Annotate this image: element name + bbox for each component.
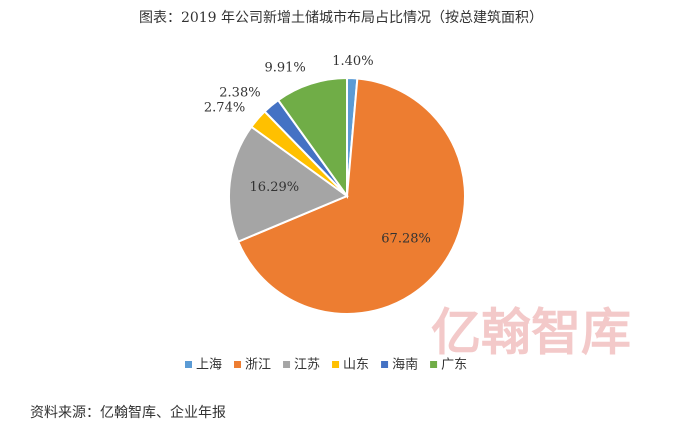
source-note: 资料来源：亿翰智库、企业年报: [30, 404, 226, 421]
data-label: 16.29%: [250, 180, 300, 195]
data-label: 67.28%: [381, 232, 431, 247]
chart-title: 图表：2019 年公司新增土储城市布局占比情况（按总建筑面积）: [139, 9, 543, 26]
legend-label: 山东: [343, 358, 369, 373]
data-label: 9.91%: [264, 60, 305, 75]
pie-slice: [228, 125, 350, 243]
data-label: 2.74%: [204, 101, 245, 116]
pie-slice: [236, 77, 466, 315]
legend-swatch: [234, 361, 242, 368]
watermark: 亿翰智库: [431, 304, 631, 362]
data-label: 1.40%: [332, 54, 373, 69]
legend-swatch: [381, 361, 389, 368]
pie-slice: [276, 76, 348, 200]
legend-label: 浙江: [245, 358, 271, 373]
data-label: 2.38%: [219, 85, 260, 100]
legend-swatch: [332, 361, 340, 368]
legend-label: 广东: [441, 358, 467, 373]
legend-swatch: [430, 361, 438, 368]
legend-swatch: [185, 361, 192, 368]
legend-label: 海南: [392, 357, 418, 373]
legend-label: 上海: [196, 358, 222, 373]
legend-swatch: [283, 361, 291, 368]
legend-label: 江苏: [294, 357, 320, 373]
